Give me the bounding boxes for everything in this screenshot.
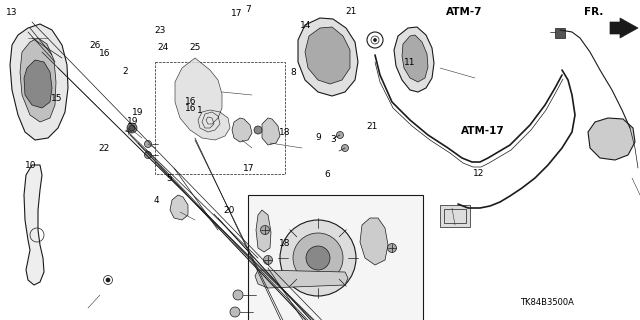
Text: TK84B3500A: TK84B3500A [520,298,574,307]
Polygon shape [170,195,188,220]
Circle shape [106,278,110,282]
Circle shape [264,255,273,265]
Text: 8: 8 [291,68,296,77]
Bar [555,28,565,38]
Polygon shape [402,35,428,82]
Circle shape [293,233,343,283]
Circle shape [254,126,262,134]
Circle shape [387,244,397,252]
Text: FR.: FR. [584,7,604,17]
Text: 16: 16 [185,104,196,113]
Text: 16: 16 [185,97,196,106]
Polygon shape [10,24,68,140]
Polygon shape [20,38,56,122]
Text: ATM-7: ATM-7 [445,7,483,17]
Polygon shape [24,165,44,285]
Text: 19: 19 [132,108,143,116]
Polygon shape [305,27,350,84]
Polygon shape [610,18,638,38]
Circle shape [374,38,376,42]
Text: 1: 1 [197,106,202,115]
Circle shape [230,307,240,317]
Text: 9: 9 [316,133,321,142]
Circle shape [127,123,137,133]
Text: 7: 7 [246,5,251,14]
Polygon shape [394,27,434,92]
Polygon shape [175,58,230,140]
Text: 6: 6 [325,170,330,179]
Text: ATM-17: ATM-17 [461,125,505,136]
Text: 24: 24 [157,43,169,52]
Polygon shape [256,210,271,252]
Text: 19: 19 [127,117,139,126]
Polygon shape [255,270,348,288]
Bar [248,195,423,320]
Circle shape [306,246,330,270]
Text: 18: 18 [279,239,291,248]
Polygon shape [24,60,52,108]
Text: 10: 10 [25,161,36,170]
Text: 22: 22 [98,144,109,153]
Text: 13: 13 [6,8,17,17]
Text: 5: 5 [167,174,172,183]
Bar [444,209,466,223]
Circle shape [342,145,349,151]
Text: 16: 16 [99,49,110,58]
Polygon shape [298,18,358,96]
Circle shape [337,132,344,139]
Circle shape [145,151,152,158]
Polygon shape [588,118,635,160]
Circle shape [260,226,269,235]
Text: 11: 11 [404,58,415,67]
Circle shape [233,290,243,300]
Text: 18: 18 [279,128,291,137]
Text: 3: 3 [330,135,335,144]
Text: 15: 15 [51,94,62,103]
Text: 21: 21 [367,122,378,131]
Polygon shape [360,218,388,265]
Text: 26: 26 [89,41,100,50]
Circle shape [145,140,152,148]
Bar [440,205,470,227]
Text: 17: 17 [243,164,254,172]
Text: 17: 17 [231,9,243,18]
Text: 21: 21 [345,7,356,16]
Text: 23: 23 [154,26,166,35]
Circle shape [280,220,356,296]
Bar [155,62,285,174]
Text: 4: 4 [154,196,159,205]
Text: 12: 12 [473,169,484,178]
Circle shape [129,125,135,131]
Text: 25: 25 [189,43,201,52]
Text: 2: 2 [122,67,127,76]
Text: 20: 20 [223,206,235,215]
Text: 14: 14 [300,21,312,30]
Polygon shape [262,118,280,145]
Polygon shape [232,118,252,142]
